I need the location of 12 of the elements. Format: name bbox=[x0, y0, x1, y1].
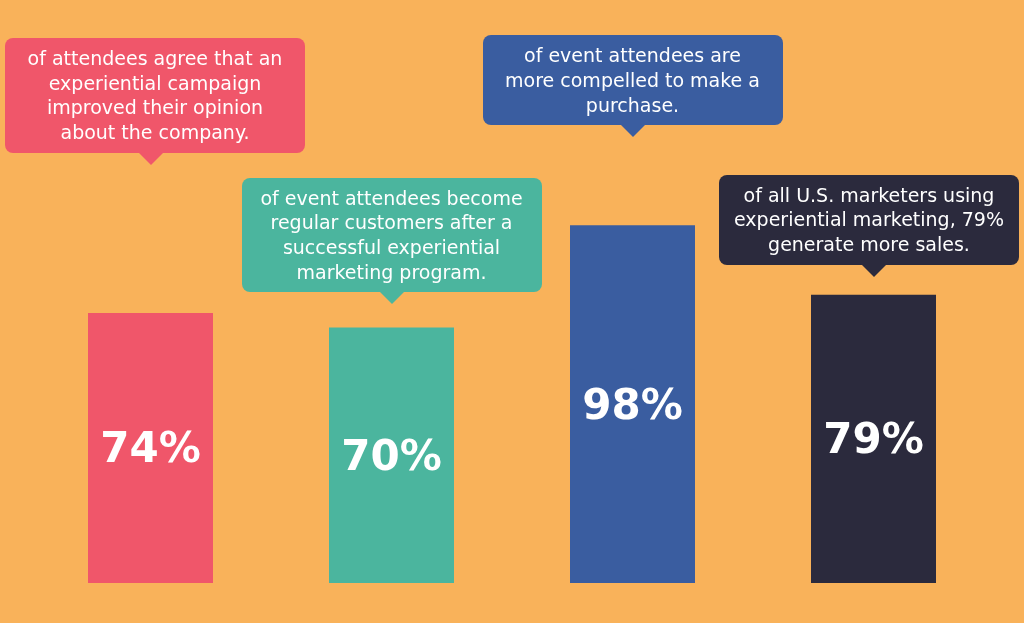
text: of event attendees are more compelled to make a purchase. bbox=[482, 35, 783, 126]
text: of attendees agree that an experiential campaign improved their opinion about the company. bbox=[5, 37, 305, 153]
data-label: 74% bbox=[100, 423, 201, 473]
bar bbox=[570, 225, 695, 583]
annotation: of event attendees become regular customers after a successful experiential marketing program. bbox=[241, 177, 542, 293]
data-label: 79% bbox=[823, 414, 924, 464]
annotation: of all U.S. marketers using experiential marketing, 79% generate more sales. bbox=[719, 174, 1019, 265]
data-label: 98% bbox=[582, 379, 683, 429]
bar bbox=[88, 312, 213, 583]
data-label: 70% bbox=[341, 430, 442, 480]
bar bbox=[329, 327, 454, 583]
bar bbox=[811, 294, 936, 583]
